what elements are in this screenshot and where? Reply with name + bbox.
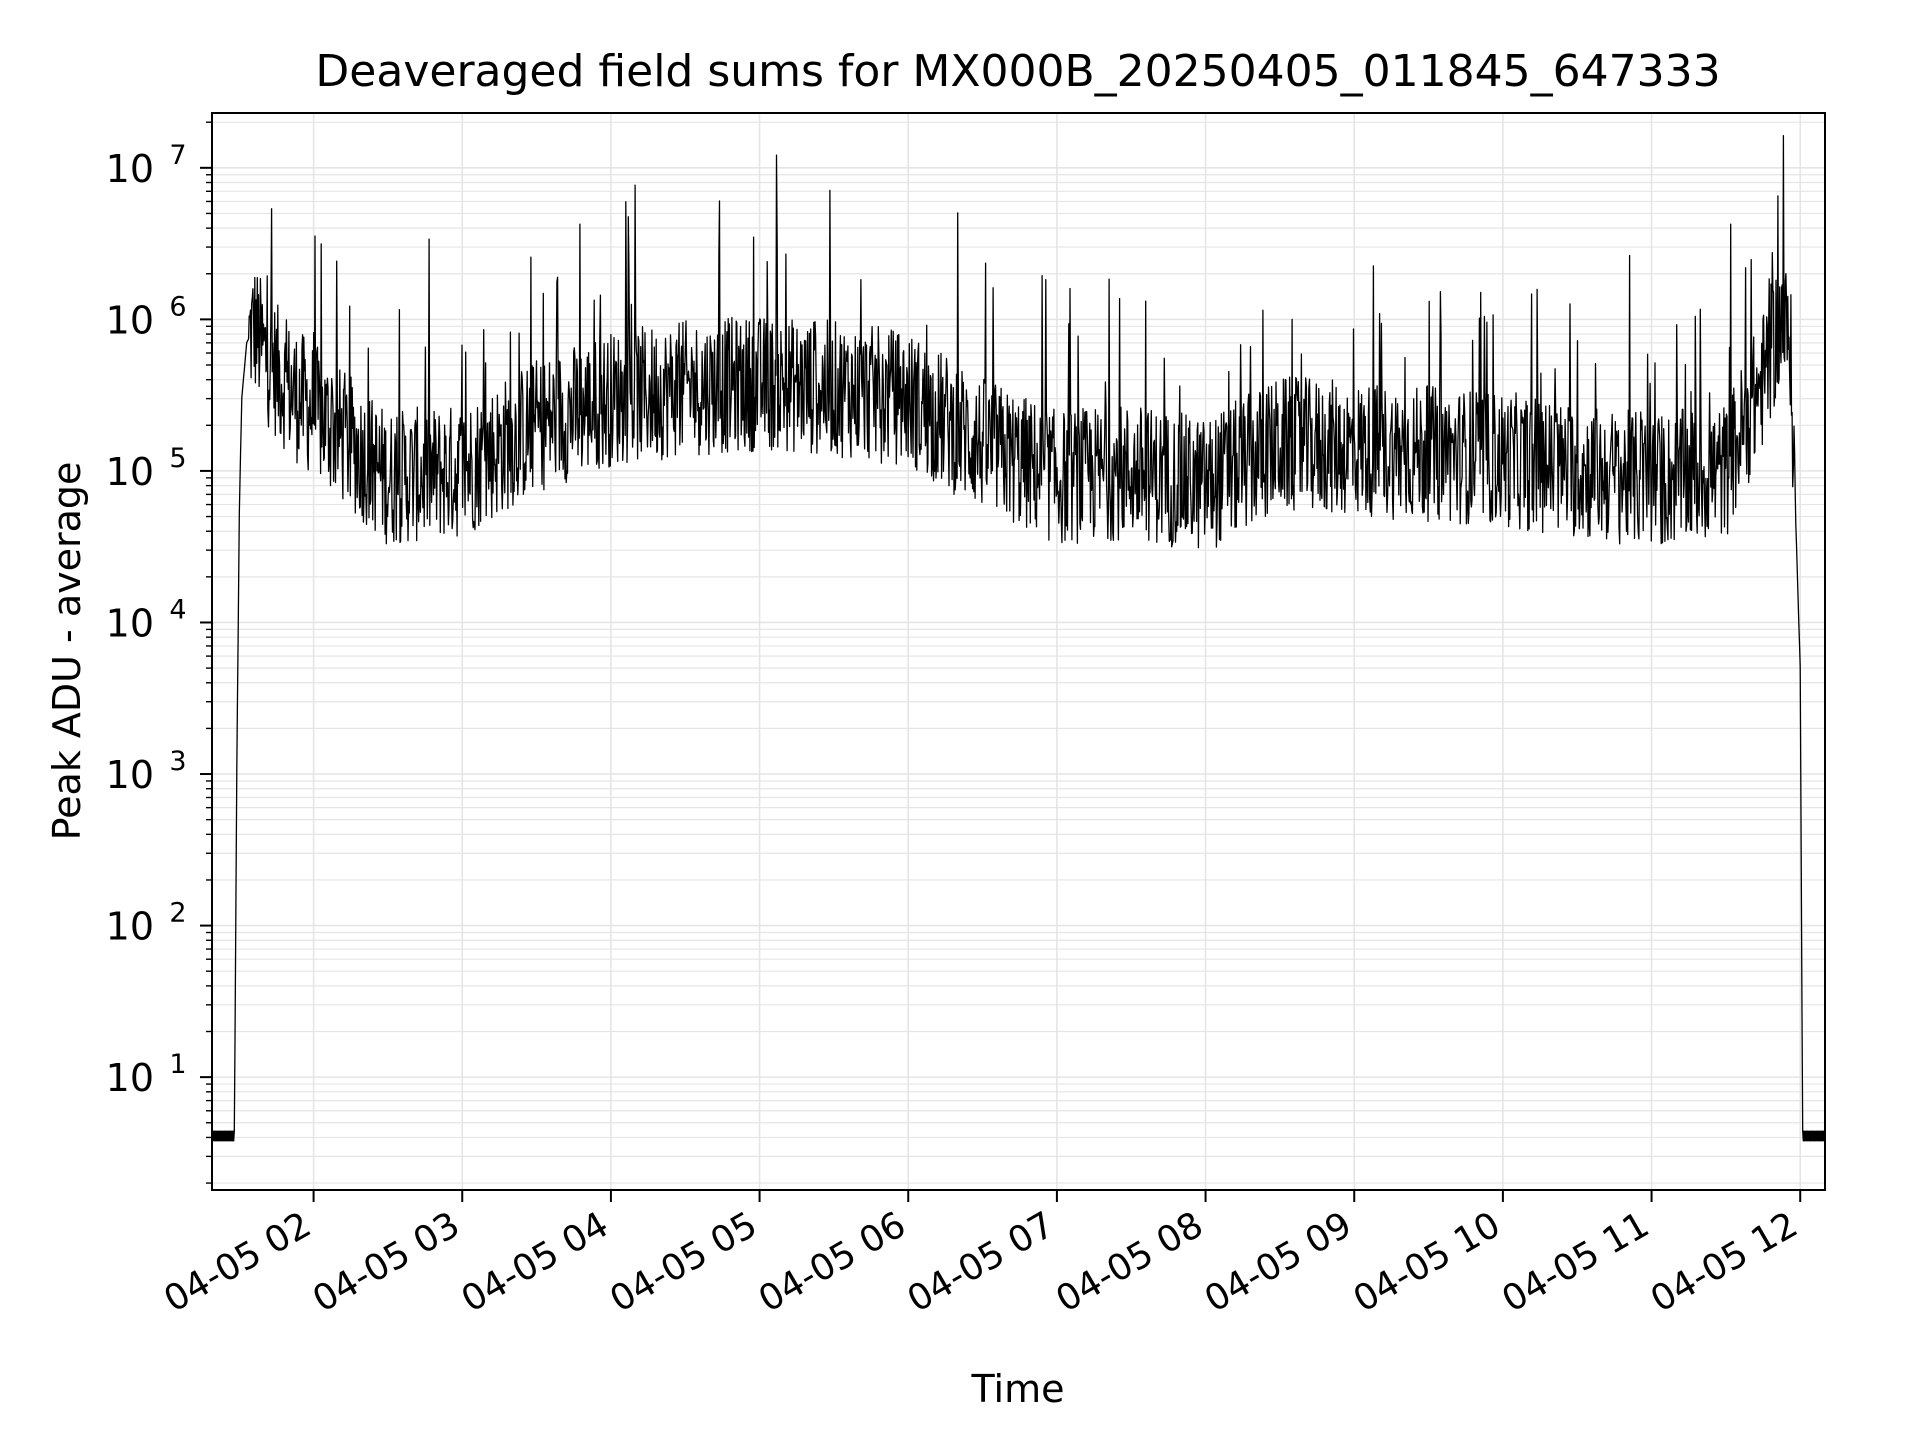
series-layer (212, 134, 1825, 1142)
y-tick-exponent: 7 (169, 140, 186, 171)
plot-area-frame (211, 112, 1826, 1191)
y-tick-exponent: 4 (169, 594, 186, 625)
chart-title: Deaveraged field sums for MX000B_2025040… (315, 46, 1720, 97)
grid-lines (212, 113, 1825, 1190)
y-tick-exponent: 1 (169, 1049, 186, 1080)
y-tick-exponent: 6 (169, 291, 186, 322)
y-axis-ticks: 10 1 10 2 10 3 10 4 10 5 10 6 10 7 (106, 121, 212, 1184)
series-line (212, 134, 1825, 1142)
y-tick-label: 10 (106, 450, 154, 494)
y-tick-label: 10 (106, 1056, 154, 1100)
y-tick-label: 10 (106, 601, 154, 645)
x-axis-label: Time (971, 1367, 1065, 1411)
y-axis-label: Peak ADU - average (45, 462, 89, 841)
y-tick-exponent: 5 (169, 443, 186, 474)
y-tick-label: 10 (106, 147, 154, 191)
y-tick-label: 10 (106, 298, 154, 342)
y-tick-label: 10 (106, 905, 154, 949)
y-tick-exponent: 3 (169, 746, 186, 777)
y-tick-label: 10 (106, 753, 154, 797)
y-tick-exponent: 2 (169, 898, 186, 929)
